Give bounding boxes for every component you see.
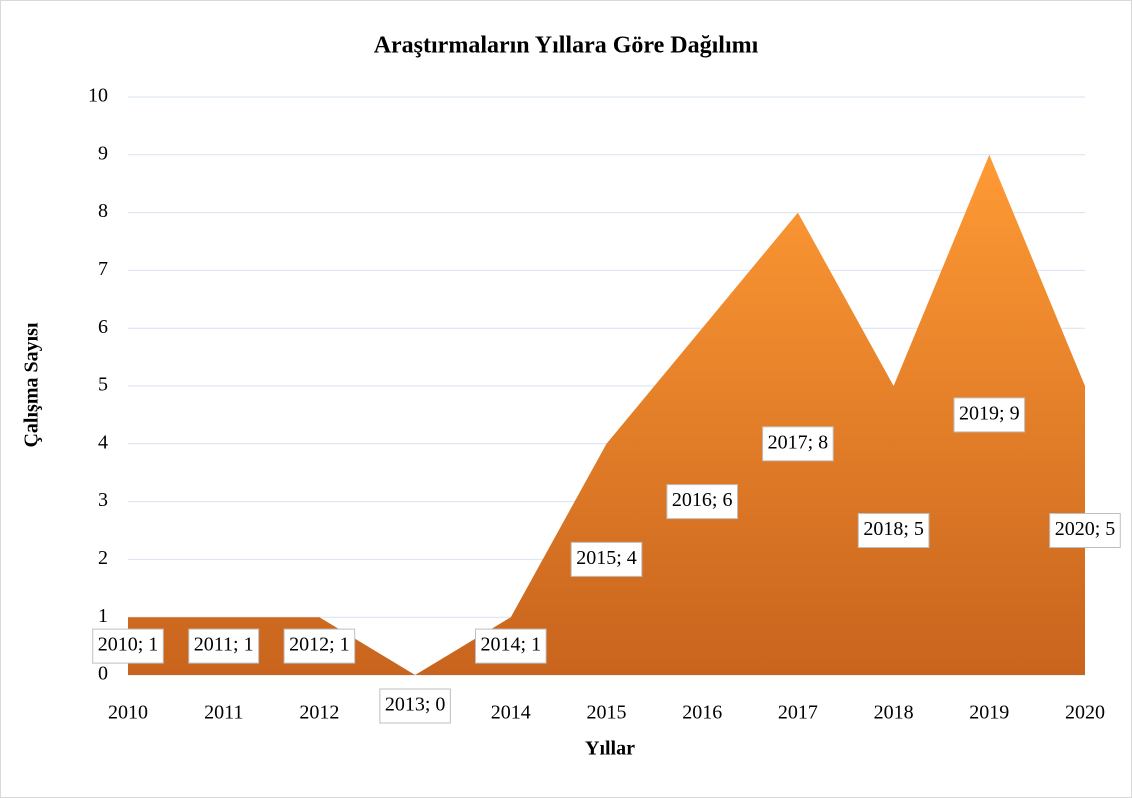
area [128, 154, 1085, 676]
x-tick-label: 2020 [1065, 702, 1105, 724]
data-label: 2013; 0 [379, 688, 451, 724]
y-tick-label: 6 [98, 316, 108, 338]
data-label: 2012; 1 [283, 628, 356, 664]
data-label: 2019; 9 [953, 397, 1026, 433]
data-label-box [92, 628, 164, 664]
data-label-box [570, 541, 643, 577]
y-tick-label: 2 [98, 547, 108, 569]
y-tick-label: 10 [88, 85, 108, 107]
x-tick-label: 2018 [874, 702, 914, 724]
y-tick-label: 7 [98, 258, 108, 280]
data-label-box [379, 688, 451, 724]
y-tick-label: 3 [98, 489, 108, 511]
x-tick-label: 2010 [108, 702, 148, 724]
data-label-text: 2011; 1 [194, 634, 254, 656]
data-label-text: 2020; 5 [1055, 518, 1116, 540]
data-label-text: 2016; 6 [672, 489, 733, 511]
data-label: 2017; 8 [762, 426, 834, 462]
data-label-box [953, 397, 1026, 433]
chart-title: Araştırmaların Yıllara Göre Dağılımı [374, 33, 759, 59]
y-axis-label: Çalışma Sayısı [21, 322, 43, 447]
y-tick-label: 1 [98, 605, 108, 627]
x-tick-label: 2017 [778, 702, 818, 724]
x-tick-label: 2019 [969, 702, 1009, 724]
data-label: 2010; 1 [92, 628, 164, 664]
x-tick-label: 2011 [204, 702, 243, 724]
x-tick-label: 2016 [682, 702, 722, 724]
data-label: 2016; 6 [666, 484, 738, 520]
data-label-box [188, 628, 260, 664]
data-label: 2018; 5 [857, 513, 930, 548]
data-label-text: 2013; 0 [385, 694, 446, 716]
data-label: 2020; 5 [1049, 513, 1121, 548]
x-tick-label: 2015 [587, 702, 627, 724]
x-axis-label: Yıllar [585, 738, 635, 760]
data-label: 2015; 4 [570, 541, 643, 577]
data-label-text: 2014; 1 [481, 634, 542, 656]
data-label: 2011; 1 [188, 628, 260, 664]
data-label-box [475, 628, 547, 664]
y-tick-label: 0 [98, 663, 108, 685]
y-tick-label: 8 [98, 200, 108, 222]
data-label-text: 2015; 4 [576, 547, 637, 569]
data-label-text: 2019; 9 [959, 402, 1020, 424]
data-label-box [1049, 513, 1121, 548]
data-label-box [283, 628, 356, 664]
x-tick-label: 2012 [299, 702, 339, 724]
x-tick-label: 2014 [491, 702, 531, 724]
data-label-text: 2010; 1 [98, 634, 159, 656]
y-tick-label: 5 [98, 374, 108, 396]
data-label-text: 2012; 1 [289, 634, 350, 656]
data-label-box [762, 426, 834, 462]
y-tick-label: 4 [98, 431, 108, 453]
data-label-box [857, 513, 930, 548]
data-label: 2014; 1 [475, 628, 547, 664]
data-label-text: 2018; 5 [863, 518, 924, 540]
data-label-text: 2017; 8 [768, 431, 829, 453]
data-label-box [666, 484, 738, 520]
y-tick-label: 9 [98, 142, 108, 164]
